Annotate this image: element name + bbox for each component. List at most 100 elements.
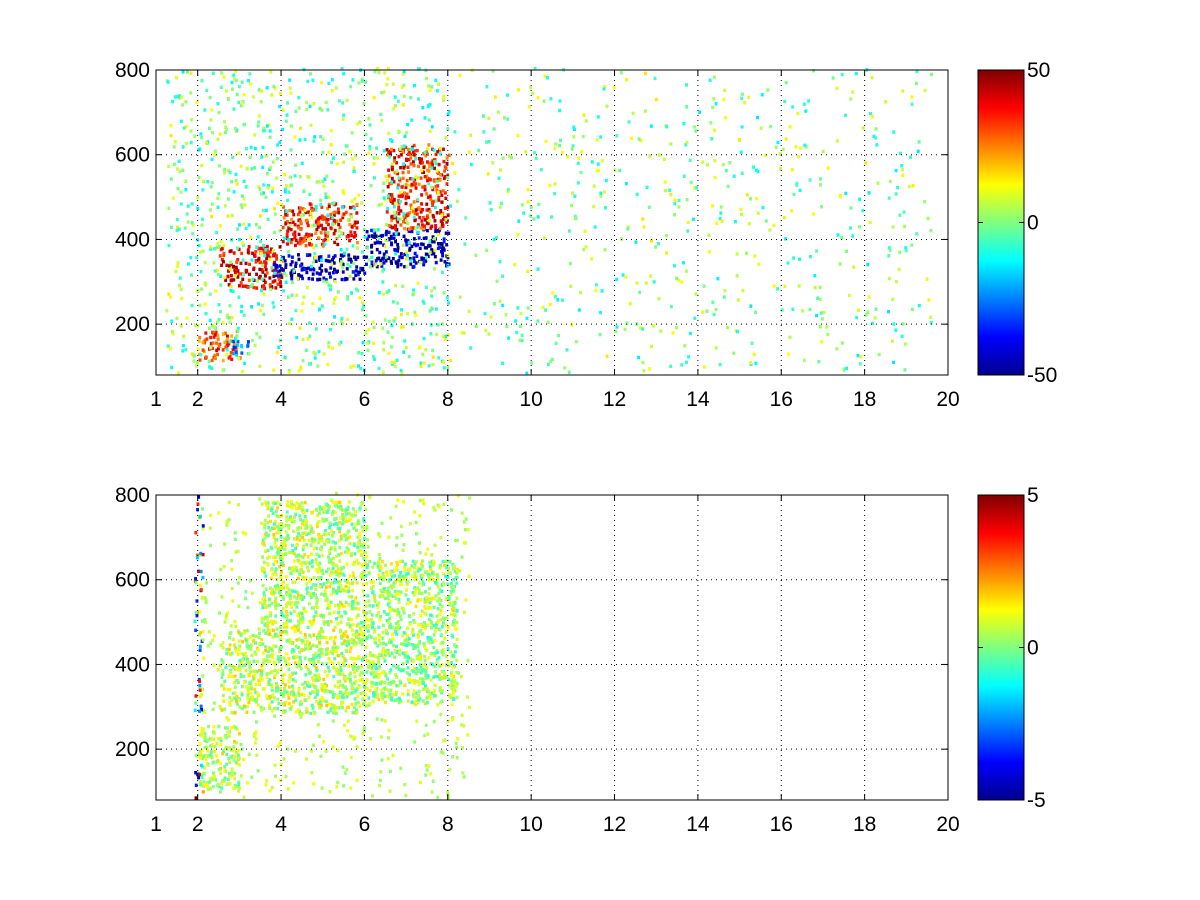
heatmap-cell	[368, 604, 372, 608]
heatmap-cell	[279, 572, 283, 576]
heatmap-cell	[412, 612, 416, 616]
heatmap-cell	[359, 549, 363, 553]
heatmap-cell	[326, 503, 330, 508]
heatmap-cells	[193, 491, 471, 800]
heatmap-cell	[219, 738, 223, 743]
heatmap-cell	[670, 304, 673, 309]
heatmap-cell	[260, 569, 264, 573]
heatmap-cell	[626, 225, 630, 229]
heatmap-cell	[712, 97, 716, 101]
heatmap-cell	[703, 365, 706, 369]
heatmap-cell	[397, 194, 401, 198]
heatmap-cell	[395, 632, 399, 636]
heatmap-cell	[279, 687, 282, 691]
heatmap-cell	[324, 539, 328, 543]
heatmap-cell	[178, 94, 182, 98]
heatmap-cell	[268, 696, 272, 700]
heatmap-cell	[413, 565, 417, 570]
heatmap-cell	[301, 555, 305, 559]
heatmap-cell	[405, 671, 409, 675]
heatmap-cell	[493, 302, 496, 306]
heatmap-cell	[288, 223, 292, 228]
heatmap-cell	[303, 500, 307, 505]
heatmap-cell	[282, 205, 285, 209]
heatmap-cell	[399, 252, 403, 256]
heatmap-cell	[325, 220, 329, 225]
heatmap-cell	[256, 279, 260, 283]
heatmap-cell	[393, 589, 397, 594]
heatmap-cell	[407, 170, 411, 174]
heatmap-cell	[350, 552, 354, 556]
heatmap-cell	[548, 302, 552, 307]
heatmap-cell	[291, 678, 295, 682]
heatmap-cell	[422, 336, 426, 341]
heatmap-cell	[403, 683, 407, 687]
heatmap-cell	[282, 580, 285, 584]
heatmap-cell	[396, 562, 399, 567]
heatmap-cell	[685, 198, 689, 202]
heatmap-cell	[315, 644, 319, 648]
heatmap-cell	[396, 220, 400, 224]
heatmap-cell	[237, 782, 241, 786]
heatmap-cell	[376, 66, 379, 71]
heatmap-cell	[232, 637, 235, 642]
heatmap-cell	[340, 319, 343, 323]
heatmap-cell	[199, 780, 202, 784]
heatmap-cell	[301, 547, 305, 552]
heatmap-cell	[229, 289, 233, 293]
heatmap-cell	[414, 604, 418, 609]
heatmap-cell	[838, 193, 842, 198]
heatmap-cell	[416, 197, 420, 202]
heatmap-cell	[314, 587, 318, 592]
heatmap-cell	[219, 706, 223, 710]
heatmap-cell	[244, 226, 248, 231]
heatmap-cell	[260, 277, 264, 281]
heatmap-cell	[330, 160, 334, 165]
heatmap-cell	[396, 183, 400, 187]
heatmap-cell	[327, 555, 330, 559]
heatmap-cell	[533, 151, 537, 155]
heatmap-cell	[389, 668, 393, 672]
heatmap-cell	[458, 73, 462, 78]
heatmap-cell	[209, 245, 213, 249]
heatmap-cell	[396, 698, 399, 702]
heatmap-cell	[262, 284, 266, 288]
heatmap-cell	[207, 359, 211, 363]
heatmap-cell	[234, 126, 237, 131]
heatmap-cell	[366, 665, 370, 669]
heatmap-cell	[348, 574, 352, 578]
heatmap-cell	[247, 352, 251, 356]
heatmap-cell	[317, 255, 321, 259]
heatmap-cell	[507, 154, 511, 158]
heatmap-cell	[910, 307, 914, 312]
heatmap-cell	[361, 671, 365, 675]
heatmap-cell	[425, 255, 428, 260]
heatmap-cell	[361, 624, 365, 628]
heatmap-cell	[322, 276, 326, 280]
heatmap-cell	[403, 339, 407, 343]
heatmap-cell	[247, 245, 251, 249]
heatmap-cell	[389, 680, 393, 685]
heatmap-cell	[376, 240, 380, 245]
heatmap-cell	[344, 210, 348, 215]
heatmap-cell	[343, 251, 346, 255]
heatmap-cell	[262, 617, 266, 621]
heatmap-cell	[361, 250, 364, 254]
heatmap-cell	[469, 133, 473, 137]
heatmap-cell	[406, 254, 409, 258]
heatmap-cell	[291, 671, 295, 675]
heatmap-cell	[256, 769, 260, 773]
heatmap-cell	[219, 766, 223, 771]
heatmap-cell	[292, 213, 296, 217]
heatmap-cell	[179, 190, 183, 194]
heatmap-cell	[308, 192, 312, 197]
heatmap-cell	[766, 88, 770, 92]
heatmap-cell	[353, 681, 356, 685]
heatmap-cell	[382, 574, 385, 578]
heatmap-cell	[559, 138, 562, 143]
heatmap-cell	[686, 220, 690, 225]
heatmap-cell	[603, 248, 607, 252]
heatmap-cell	[232, 345, 236, 349]
heatmap-cell	[271, 526, 274, 530]
heatmap-cell	[366, 629, 370, 633]
